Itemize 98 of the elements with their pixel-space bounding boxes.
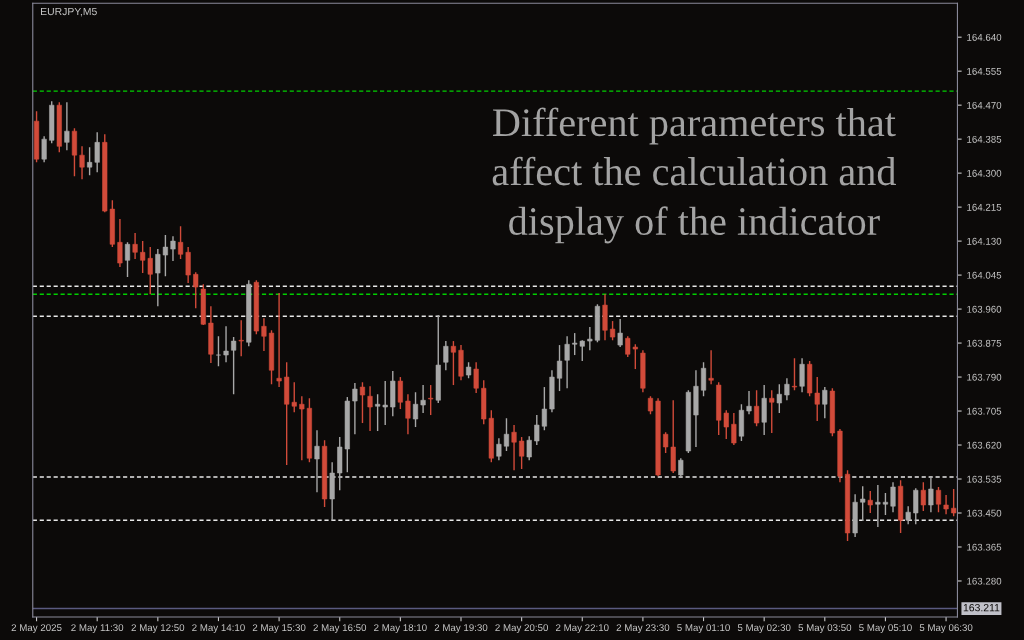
candlestick (678, 457, 684, 478)
annotation: Different parameters that affect the calculation and display of the indicator (492, 107, 897, 244)
y-tick-label: 163.705 (967, 407, 1002, 415)
y-tick-label: 164.045 (967, 271, 1002, 279)
x-tick-label: 5 May 06:30 (919, 624, 973, 633)
candlestick (359, 381, 366, 424)
candlestick (882, 492, 888, 516)
x-tick-label: 2 May 22:10 (556, 624, 609, 633)
ref-line-label: 163.211 (963, 603, 1000, 612)
candlestick (754, 389, 760, 427)
candlestick (79, 145, 85, 180)
y-tick-label: 164.470 (967, 101, 1002, 109)
y-tick-label: 163.620 (967, 441, 1002, 449)
candlestick (117, 218, 123, 268)
candlestick (875, 484, 881, 528)
x-tick-label: 2 May 11:30 (71, 624, 124, 633)
candlestick (519, 436, 525, 470)
candlestick (412, 391, 419, 428)
x-tick-label: 2 May 23:30 (616, 624, 670, 633)
y-tick-label: 164.640 (967, 33, 1002, 41)
x-tick-label: 5 May 05:10 (859, 624, 912, 633)
candlestick (215, 335, 222, 367)
candlestick (928, 476, 934, 513)
candlestick (564, 335, 570, 389)
y-tick-label: 163.450 (967, 509, 1002, 517)
candlestick (261, 317, 267, 352)
y-tick-label: 163.280 (967, 577, 1002, 585)
candlestick (556, 344, 563, 392)
candlestick (761, 384, 767, 436)
candlestick (170, 235, 176, 262)
y-tick-label: 164.215 (967, 203, 1002, 211)
y-tick-label: 164.130 (967, 237, 1002, 245)
candlestick (935, 486, 942, 513)
candlestick (450, 340, 456, 386)
candlestick (731, 412, 737, 446)
x-tick-label: 5 May 03:50 (798, 624, 852, 633)
y-tick-label: 163.875 (967, 339, 1002, 347)
y-tick-label: 163.790 (967, 373, 1002, 381)
candlestick (428, 384, 434, 416)
candlestick (511, 424, 517, 471)
candlestick (71, 127, 78, 178)
candlestick (231, 336, 237, 395)
candlestick (822, 386, 828, 419)
y-tick-label: 164.555 (967, 67, 1002, 75)
candlestick (64, 101, 70, 152)
candlestick (238, 319, 244, 357)
y-tick-label: 164.385 (967, 135, 1002, 143)
x-tick-label: 5 May 02:30 (737, 624, 791, 633)
candlestick (617, 318, 623, 348)
candlestick (41, 135, 47, 164)
candlestick (367, 385, 373, 432)
candlestick (193, 271, 199, 309)
y-tick-label: 163.535 (967, 475, 1002, 483)
x-tick-label: 2 May 16:50 (313, 624, 367, 633)
candlestick (920, 481, 926, 512)
candlestick (769, 389, 775, 434)
x-tick-label: 2 May 12:50 (131, 624, 185, 633)
candlestick (178, 225, 184, 260)
candlestick (185, 246, 191, 284)
candlestick (746, 390, 752, 415)
candlestick (124, 241, 131, 278)
candlestick (943, 494, 949, 515)
candlestick (132, 232, 138, 260)
candlestick (776, 383, 782, 414)
y-tick-label: 164.300 (967, 169, 1002, 177)
x-tick-label: 2 May 19:30 (434, 624, 488, 633)
candlestick (314, 429, 320, 493)
candlestick (352, 382, 358, 435)
candlestick (276, 292, 282, 388)
candlestick (443, 340, 449, 371)
candlestick (784, 377, 790, 401)
candlestick (708, 349, 714, 385)
candlestick (700, 361, 707, 397)
x-tick-label: 2 May 20:50 (495, 624, 549, 633)
x-tick-label: 2 May 18:10 (374, 624, 427, 633)
candlestick (791, 357, 798, 391)
candlestick (860, 485, 866, 522)
candlestick (223, 325, 229, 363)
x-tick-label: 2 May 2025 (11, 624, 62, 633)
y-tick-label: 163.365 (967, 543, 1002, 551)
candlestick (587, 326, 593, 351)
candlestick (610, 320, 616, 341)
candlestick (405, 393, 411, 435)
chart-title: EURJPY,M5 (41, 7, 97, 17)
candlestick (496, 437, 502, 461)
candlestick (913, 487, 919, 525)
candlestick (526, 435, 532, 461)
x-tick-label: 2 May 15:30 (252, 624, 306, 633)
candlestick (420, 384, 426, 414)
candlestick (867, 490, 873, 514)
candlestick (397, 376, 403, 410)
x-tick-label: 5 May 01:10 (677, 624, 730, 633)
y-tick-label: 163.960 (967, 305, 1002, 313)
candlestick (503, 417, 510, 452)
candlestick (799, 357, 805, 393)
x-tick-label: 2 May 14:10 (192, 624, 245, 633)
candlestick (890, 481, 896, 513)
candlestick (473, 361, 479, 394)
